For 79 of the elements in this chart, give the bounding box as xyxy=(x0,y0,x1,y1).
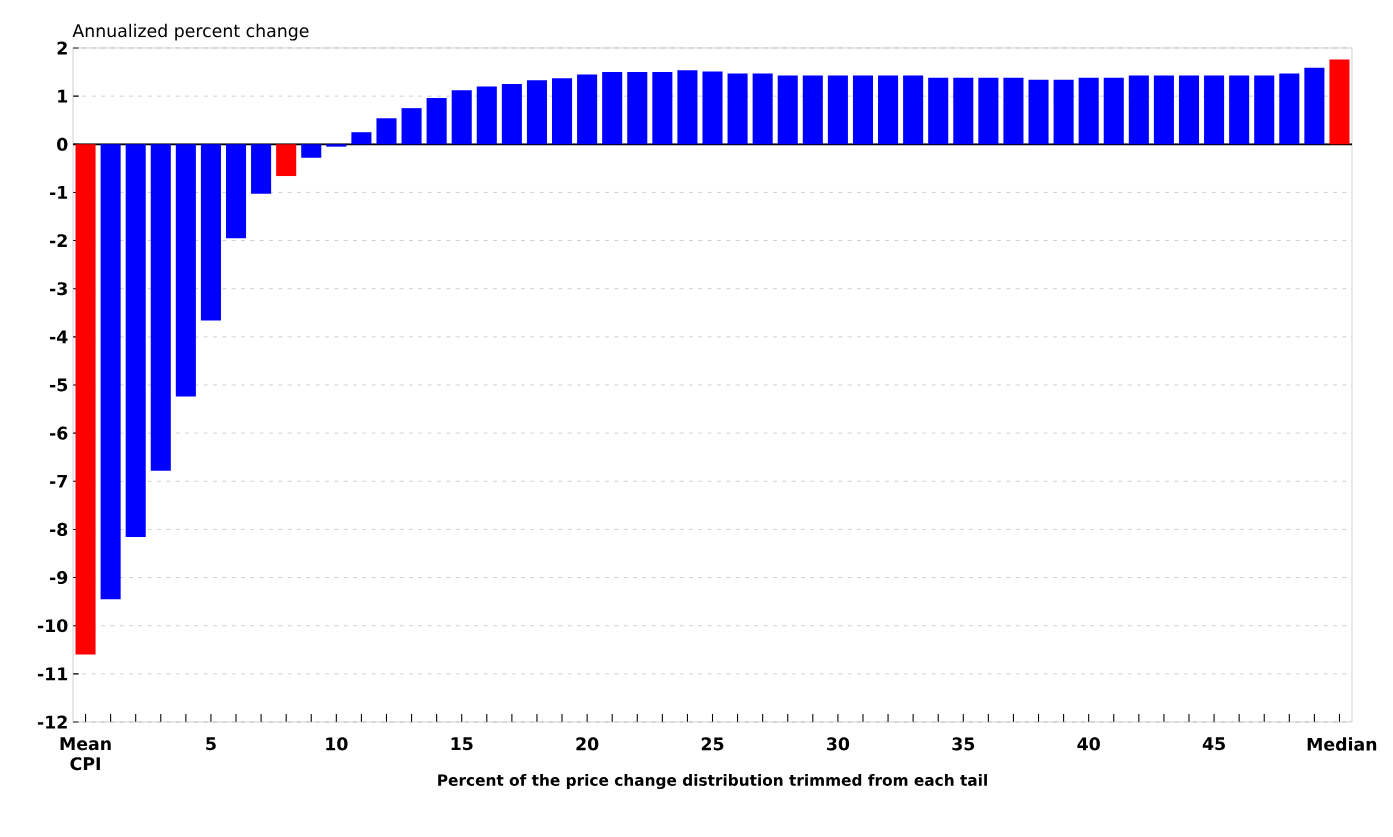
bar xyxy=(1329,59,1350,145)
bar xyxy=(852,75,874,145)
y-tick-label: -7 xyxy=(49,474,67,488)
bar xyxy=(602,72,623,145)
bar xyxy=(552,78,573,145)
bar xyxy=(802,75,823,145)
bar xyxy=(351,132,372,145)
bar xyxy=(1153,75,1174,145)
bar xyxy=(1003,77,1024,145)
bar xyxy=(200,144,221,321)
x-tick-label: 45 xyxy=(1202,737,1225,751)
bar xyxy=(326,144,347,147)
bar xyxy=(526,80,547,145)
bar xyxy=(175,144,196,397)
bar xyxy=(903,75,924,145)
y-tick-label: -1 xyxy=(49,186,68,199)
x-tick-label: 25 xyxy=(701,737,724,751)
x-axis-title: Percent of the price change distribution trimmed from each tail xyxy=(438,774,987,790)
x-tick-label: 10 xyxy=(326,737,348,751)
y-tick-label: -6 xyxy=(49,426,68,440)
bar xyxy=(501,84,522,145)
bar xyxy=(1128,75,1149,145)
y-tick-label: -8 xyxy=(49,522,68,536)
x-tick-label: 40 xyxy=(1077,737,1100,751)
y-tick-label: 0 xyxy=(57,137,68,151)
bar xyxy=(777,75,798,145)
y-tick-label: -2 xyxy=(49,234,67,247)
y-tick-label: 1 xyxy=(58,89,68,103)
bar xyxy=(652,72,673,145)
bar xyxy=(1279,73,1300,145)
bar xyxy=(677,70,698,145)
bar xyxy=(150,144,171,471)
bar xyxy=(1304,67,1325,145)
y-tick-label: -10 xyxy=(37,619,68,633)
x-tick-label: Median xyxy=(1307,737,1377,751)
bar xyxy=(476,86,497,145)
bar xyxy=(75,144,96,655)
bar xyxy=(1254,75,1275,145)
y-tick-label: -5 xyxy=(49,378,68,392)
bar xyxy=(928,77,949,145)
x-tick-label: Mean CPI xyxy=(60,737,111,771)
bar xyxy=(827,75,848,145)
bar xyxy=(426,98,447,145)
bar xyxy=(100,144,121,600)
y-tick-label: -9 xyxy=(49,571,68,585)
bar xyxy=(125,144,146,538)
bar xyxy=(1204,75,1225,145)
bar xyxy=(1103,77,1124,145)
bar xyxy=(1028,79,1049,145)
bar xyxy=(978,77,999,145)
bar xyxy=(577,74,598,145)
x-tick-label: 35 xyxy=(952,737,975,751)
bar xyxy=(878,75,899,145)
x-tick-label: 5 xyxy=(206,737,216,751)
y-axis-title: Annualized percent change xyxy=(72,23,309,41)
bar xyxy=(1078,77,1099,145)
bar xyxy=(627,72,648,145)
bar xyxy=(376,118,397,145)
y-tick-label: 2 xyxy=(57,41,67,55)
x-tick-label: 15 xyxy=(451,737,473,751)
bar xyxy=(752,73,773,145)
bar xyxy=(225,144,247,239)
bar xyxy=(1178,75,1200,145)
y-tick-label: -11 xyxy=(37,667,68,681)
bar xyxy=(1053,79,1074,145)
bar xyxy=(727,73,748,145)
bar xyxy=(251,144,272,194)
bar xyxy=(301,144,322,158)
x-tick-label: 30 xyxy=(826,737,850,751)
bar xyxy=(276,144,297,177)
y-tick-label: -12 xyxy=(37,715,67,729)
y-tick-label: -3 xyxy=(49,282,67,296)
x-tick-label: 20 xyxy=(576,737,599,751)
bar xyxy=(401,108,422,145)
bar xyxy=(1229,75,1250,145)
bar xyxy=(451,90,472,145)
y-tick-label: -4 xyxy=(49,330,68,344)
bar xyxy=(953,77,974,145)
bar xyxy=(702,71,723,145)
